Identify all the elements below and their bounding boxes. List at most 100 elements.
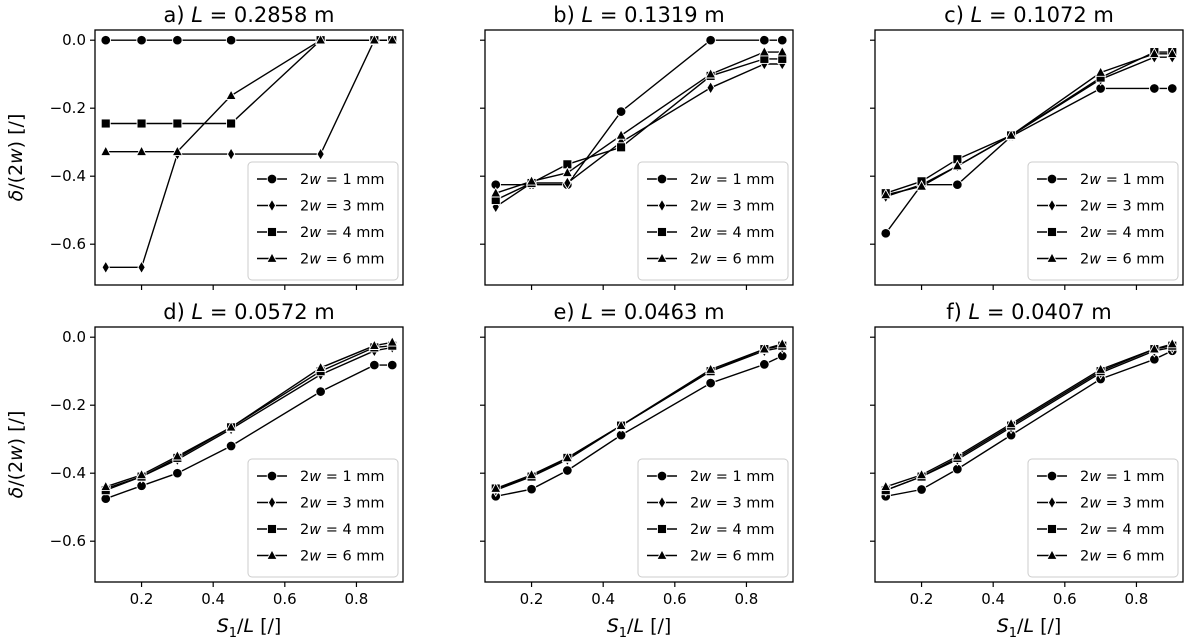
legend-label: 2w = 3 mm bbox=[300, 496, 385, 512]
x-tick-label: 0.2 bbox=[130, 590, 154, 608]
legend-box bbox=[247, 161, 399, 281]
data-point-triangle bbox=[1166, 337, 1179, 349]
x-tick-label: 0.4 bbox=[201, 590, 225, 608]
plot-frame bbox=[484, 29, 794, 286]
legend-box bbox=[1027, 161, 1179, 281]
data-point-diamond bbox=[226, 147, 236, 161]
data-point-diamond bbox=[563, 176, 572, 190]
data-point-circle bbox=[526, 483, 537, 495]
plot-frame bbox=[874, 326, 1184, 583]
plot-frame bbox=[94, 29, 404, 286]
y-axis-title: δ/(2w) [/] bbox=[5, 114, 27, 202]
panel-title: e) L = 0.0463 m bbox=[553, 300, 724, 324]
data-point-diamond bbox=[101, 260, 110, 275]
legend-label: 2w = 1 mm bbox=[1080, 172, 1165, 188]
legend-label: 2w = 4 mm bbox=[1080, 522, 1165, 538]
data-point-circle bbox=[705, 377, 716, 389]
data-point-triangle bbox=[386, 335, 399, 347]
data-point-triangle bbox=[489, 482, 502, 493]
data-point-circle bbox=[562, 465, 573, 476]
legend-marker-circle bbox=[266, 470, 278, 482]
legend: 2w = 1 mm 2w = 3 mm 2w = 4 mm 2w = 6 mm bbox=[1027, 161, 1179, 281]
data-point-triangle bbox=[368, 339, 381, 350]
x-tick-label: 0.6 bbox=[1053, 590, 1077, 608]
y-axis-title: δ/(2w) [/] bbox=[5, 411, 27, 499]
y-tick-label: −0.2 bbox=[50, 99, 86, 117]
legend-marker-square bbox=[267, 524, 277, 534]
legend-marker-triangle bbox=[266, 252, 278, 263]
x-tick-label: 0.2 bbox=[520, 590, 544, 608]
panel-title: c) L = 0.1072 m bbox=[944, 3, 1114, 27]
x-axis-title: S1/L [/] bbox=[997, 615, 1062, 641]
panel-title: a) L = 0.2858 m bbox=[163, 3, 334, 27]
data-point-triangle bbox=[1005, 417, 1017, 429]
data-point-triangle bbox=[225, 420, 237, 432]
x-tick-label: 0.4 bbox=[981, 590, 1005, 608]
legend-marker-square bbox=[657, 524, 667, 534]
legend-marker-circle bbox=[266, 173, 278, 185]
legend: 2w = 1 mm 2w = 3 mm 2w = 4 mm 2w = 6 mm bbox=[1027, 458, 1179, 578]
legend-marker-triangle bbox=[1046, 549, 1058, 560]
data-point-triangle bbox=[879, 188, 892, 200]
x-tick-label: 0.8 bbox=[1125, 590, 1149, 608]
legend-marker-square bbox=[657, 227, 667, 237]
legend-label: 2w = 3 mm bbox=[1080, 496, 1165, 512]
data-point-triangle bbox=[99, 145, 112, 156]
data-point-circle bbox=[387, 359, 398, 371]
panel-title: f) L = 0.0407 m bbox=[946, 300, 1112, 324]
data-point-triangle bbox=[561, 166, 574, 178]
legend-label: 2w = 4 mm bbox=[690, 225, 775, 241]
data-point-triangle bbox=[758, 342, 771, 354]
data-point-triangle bbox=[1005, 128, 1017, 140]
legend-marker-diamond bbox=[267, 198, 277, 213]
data-point-circle bbox=[759, 359, 770, 370]
data-point-circle bbox=[100, 34, 111, 46]
panel-1: a) L = 0.2858 m 0.0 −0.2 −0.4 −0.6 δ/(2w) [/]… bbox=[5, 3, 404, 290]
legend-label: 2w = 1 mm bbox=[690, 172, 775, 188]
legend-label: 2w = 4 mm bbox=[1080, 225, 1165, 241]
data-point-circle bbox=[952, 179, 963, 190]
x-tick-label: 0.4 bbox=[591, 590, 615, 608]
legend-marker-diamond bbox=[657, 198, 667, 213]
data-point-triangle bbox=[1166, 47, 1179, 59]
legend-marker-square bbox=[267, 227, 277, 237]
data-point-triangle bbox=[951, 159, 964, 171]
x-axis-title: S1/L [/] bbox=[607, 615, 672, 641]
data-point-triangle bbox=[758, 45, 771, 57]
data-point-triangle bbox=[951, 449, 964, 461]
legend-marker-triangle bbox=[1046, 252, 1058, 263]
data-point-circle bbox=[136, 34, 147, 46]
panel-2: b) L = 0.1319 m 2w = 1 mm 2w = 3 mm 2w = 4 … bbox=[480, 3, 794, 290]
data-point-triangle bbox=[386, 33, 399, 45]
data-point-circle bbox=[777, 34, 788, 46]
data-point-triangle bbox=[135, 468, 148, 480]
data-point-circle bbox=[172, 467, 183, 479]
data-point-triangle bbox=[525, 468, 538, 480]
data-point-circle bbox=[705, 34, 716, 46]
legend-label: 2w = 4 mm bbox=[300, 225, 385, 241]
data-point-circle bbox=[225, 34, 237, 46]
data-point-triangle bbox=[525, 174, 538, 186]
panel-title: d) L = 0.0572 m bbox=[163, 300, 334, 324]
data-point-triangle bbox=[704, 67, 717, 79]
data-point-diamond bbox=[137, 260, 146, 275]
legend-marker-circle bbox=[1046, 470, 1058, 482]
data-point-triangle bbox=[314, 361, 327, 373]
data-point-triangle bbox=[776, 45, 789, 57]
legend-label: 2w = 1 mm bbox=[1080, 469, 1165, 485]
data-point-square bbox=[172, 118, 183, 129]
data-point-triangle bbox=[1148, 342, 1161, 354]
legend-marker-square bbox=[1047, 227, 1057, 237]
legend-label: 2w = 3 mm bbox=[690, 496, 775, 512]
legend-label: 2w = 3 mm bbox=[1080, 199, 1165, 215]
data-point-square bbox=[226, 118, 237, 129]
legend-box bbox=[637, 161, 789, 281]
plot-frame bbox=[874, 29, 1184, 286]
data-point-circle bbox=[916, 484, 927, 495]
legend-label: 2w = 6 mm bbox=[690, 549, 775, 565]
data-point-circle bbox=[315, 386, 326, 397]
legend-marker-circle bbox=[1046, 173, 1058, 185]
data-point-diamond bbox=[316, 147, 325, 161]
legend: 2w = 1 mm 2w = 3 mm 2w = 4 mm 2w = 6 mm bbox=[637, 458, 789, 578]
